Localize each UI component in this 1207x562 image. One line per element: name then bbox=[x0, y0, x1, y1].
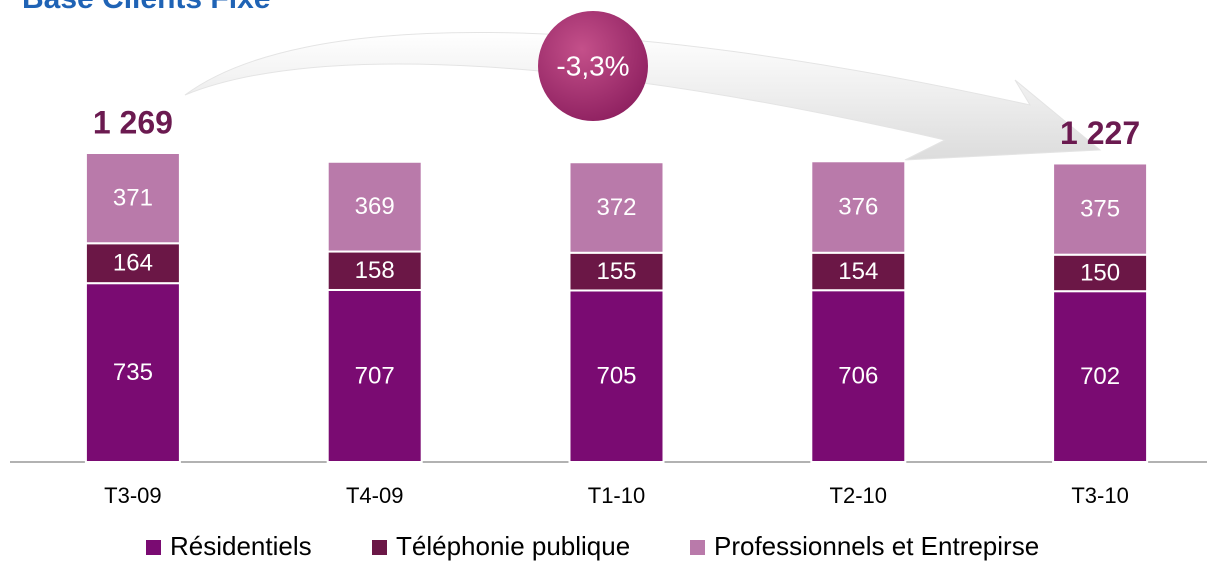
x-tick-label: T2-10 bbox=[830, 483, 887, 508]
segment-label: 155 bbox=[596, 258, 636, 285]
segment-label: 371 bbox=[113, 184, 153, 211]
chart-title: Base Clients Fixe bbox=[22, 0, 270, 15]
bar-segment bbox=[1052, 290, 1149, 463]
total-label: 1 269 bbox=[93, 104, 173, 140]
segment-label: 376 bbox=[838, 193, 878, 220]
legend-swatch bbox=[146, 540, 161, 555]
x-tick-label: T1-10 bbox=[588, 483, 645, 508]
bar-segment bbox=[568, 161, 665, 254]
segment-label: 702 bbox=[1080, 363, 1120, 390]
bar-segment bbox=[810, 160, 907, 254]
bar-segment bbox=[810, 289, 907, 463]
segment-label: 735 bbox=[113, 359, 153, 386]
x-tick-label: T3-09 bbox=[104, 483, 161, 508]
segment-label: 372 bbox=[596, 194, 636, 221]
segment-label: 158 bbox=[355, 257, 395, 284]
legend-label: Téléphonie publique bbox=[396, 531, 630, 561]
bar-segment bbox=[326, 250, 423, 291]
segment-label: 375 bbox=[1080, 195, 1120, 222]
annotation: -3,3% bbox=[556, 50, 629, 81]
segment-label: 164 bbox=[113, 250, 153, 277]
x-tick-label: T4-09 bbox=[346, 483, 403, 508]
legend-swatch bbox=[690, 540, 705, 555]
x-tick-label: T3-10 bbox=[1071, 483, 1128, 508]
bar-segment bbox=[326, 288, 423, 464]
annotation-badge bbox=[538, 11, 648, 121]
segment-label: 705 bbox=[596, 363, 636, 390]
bar-segment bbox=[84, 282, 181, 463]
segment-label: 369 bbox=[355, 193, 395, 220]
total-label: 1 227 bbox=[1060, 115, 1140, 151]
segment-label: 707 bbox=[355, 362, 395, 389]
segment-label: 706 bbox=[838, 362, 878, 389]
bar-segment bbox=[568, 289, 665, 463]
segment-label: 150 bbox=[1080, 259, 1120, 286]
legend-label: Professionnels et Entrepirse bbox=[714, 531, 1039, 561]
bar-segment bbox=[84, 151, 181, 245]
bar-segment bbox=[326, 160, 423, 253]
legend-label: Résidentiels bbox=[170, 531, 312, 561]
bar-segment bbox=[1052, 162, 1149, 256]
segment-label: 154 bbox=[838, 258, 878, 285]
bar-segment bbox=[810, 251, 907, 292]
legend-swatch bbox=[372, 540, 387, 555]
